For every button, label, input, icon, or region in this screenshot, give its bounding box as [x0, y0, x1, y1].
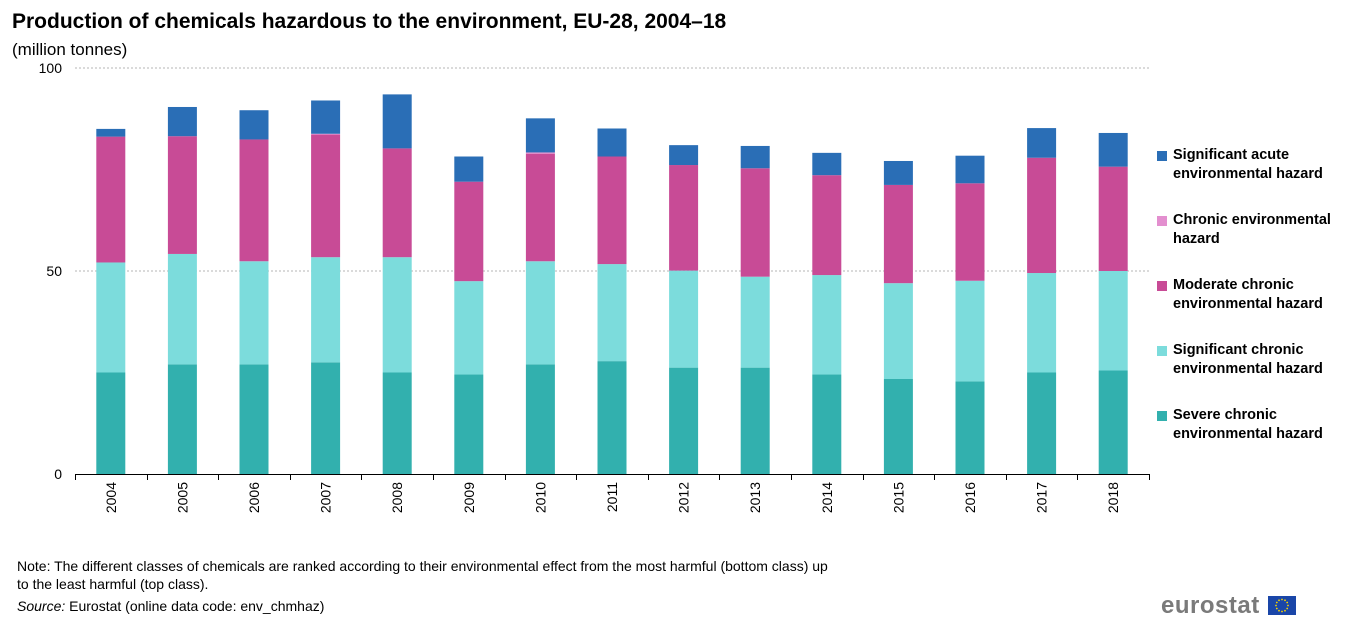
chart-subtitle: (million tonnes) — [12, 40, 128, 59]
legend-swatch — [1157, 346, 1167, 356]
y-tick-label: 100 — [39, 60, 63, 76]
bar-segment — [311, 362, 341, 474]
legend-label: Significant chronic environmental hazard — [1173, 342, 1323, 377]
bar-segment — [167, 136, 197, 254]
bar-segment — [311, 257, 341, 363]
bar-segment — [525, 364, 555, 474]
bar-segment — [311, 133, 341, 135]
bar-segment — [669, 367, 699, 474]
legend-swatch — [1157, 411, 1167, 421]
bar-segment — [239, 139, 269, 262]
y-tick-label: 50 — [46, 263, 62, 279]
x-tick-label: 2016 — [962, 482, 978, 513]
bar-segment — [812, 175, 842, 276]
bar-segment — [167, 106, 197, 137]
bar-segment — [669, 145, 699, 166]
bar-segment — [1098, 370, 1128, 474]
bar-segment — [96, 128, 126, 137]
logo-text: eurostat — [1161, 592, 1260, 619]
bar-segment — [96, 372, 126, 474]
legend-label: Severe chronic environmental hazard — [1173, 407, 1323, 442]
bar-segment — [1027, 273, 1057, 373]
bar-segment — [1098, 132, 1128, 167]
x-tick-label: 2006 — [246, 482, 262, 513]
bar-segment — [454, 374, 484, 474]
bar-segment — [454, 181, 484, 282]
bar-segment — [1098, 166, 1128, 271]
bar-segment — [955, 155, 985, 184]
x-tick-label: 2018 — [1105, 482, 1121, 513]
bar-segment — [454, 156, 484, 182]
bar-segment — [740, 276, 770, 368]
bar-segment — [812, 275, 842, 375]
bar-segment — [311, 134, 341, 258]
x-tick-label: 2004 — [103, 482, 119, 513]
bar-segment — [883, 283, 913, 379]
bar-segment — [239, 110, 269, 140]
x-tick-label: 2008 — [389, 482, 405, 513]
bar-segment — [1027, 128, 1057, 158]
bar-segment — [812, 374, 842, 474]
legend-label: Significant acute environmental hazard — [1173, 147, 1323, 182]
bar-segment — [96, 262, 126, 373]
eu-flag-icon — [1268, 596, 1296, 615]
x-tick-label: 2013 — [747, 482, 763, 513]
legend-label: Moderate chronic environmental hazard — [1173, 277, 1323, 312]
legend-swatch — [1157, 281, 1167, 291]
chart-note: Note: The different classes of chemicals… — [17, 558, 828, 592]
x-tick-label: 2009 — [461, 482, 477, 513]
chart-source: Source: Eurostat (online data code: env_… — [17, 598, 324, 614]
bar-segment — [96, 136, 126, 263]
bar-segment — [382, 94, 412, 149]
bar-segment — [597, 156, 627, 265]
bar-segment — [525, 152, 555, 154]
source-label: Source: — [17, 598, 66, 614]
bar-segment — [239, 364, 269, 474]
x-tick-label: 2005 — [174, 482, 190, 513]
bar-segment — [812, 152, 842, 176]
bar-segment — [883, 160, 913, 185]
bar-segment — [167, 364, 197, 474]
x-tick-label: 2010 — [532, 482, 548, 513]
legend-swatch — [1157, 216, 1167, 226]
chart-title: Production of chemicals hazardous to the… — [12, 10, 727, 33]
bar-segment — [311, 100, 341, 134]
legend-swatch — [1157, 151, 1167, 161]
bar-segment — [955, 183, 985, 281]
bar-segment — [454, 281, 484, 375]
bar-segment — [740, 367, 770, 474]
bar-segment — [597, 361, 627, 474]
x-tick-label: 2017 — [1034, 482, 1050, 513]
bar-segment — [955, 280, 985, 382]
bar-segment — [1098, 271, 1128, 371]
x-tick-label: 2015 — [890, 482, 906, 513]
bar-segment — [597, 264, 627, 362]
x-tick-label: 2007 — [318, 482, 334, 513]
bar-segment — [669, 270, 699, 368]
bar-segment — [525, 261, 555, 365]
bar-segment — [597, 128, 627, 157]
bar-segment — [1027, 372, 1057, 474]
source-text: Eurostat (online data code: env_chmhaz) — [65, 598, 325, 614]
bar-segment — [167, 253, 197, 365]
bar-segment — [525, 118, 555, 153]
bar-segment — [525, 153, 555, 262]
bar-segment — [1027, 157, 1057, 274]
bar-segment — [955, 381, 985, 474]
y-tick-label: 0 — [54, 466, 62, 482]
bar-segment — [883, 184, 913, 284]
bar-segment — [239, 261, 269, 365]
x-tick-label: 2011 — [604, 482, 620, 512]
bar-segment — [669, 165, 699, 271]
bar-segment — [883, 378, 913, 474]
legend-label: Chronic environmental hazard — [1173, 212, 1331, 247]
bar-segment — [740, 168, 770, 277]
x-tick-label: 2014 — [819, 482, 835, 513]
bar-segment — [382, 372, 412, 474]
bar-segment — [740, 145, 770, 169]
x-tick-label: 2012 — [676, 482, 692, 513]
bar-segment — [382, 148, 412, 258]
bar-segment — [382, 257, 412, 373]
